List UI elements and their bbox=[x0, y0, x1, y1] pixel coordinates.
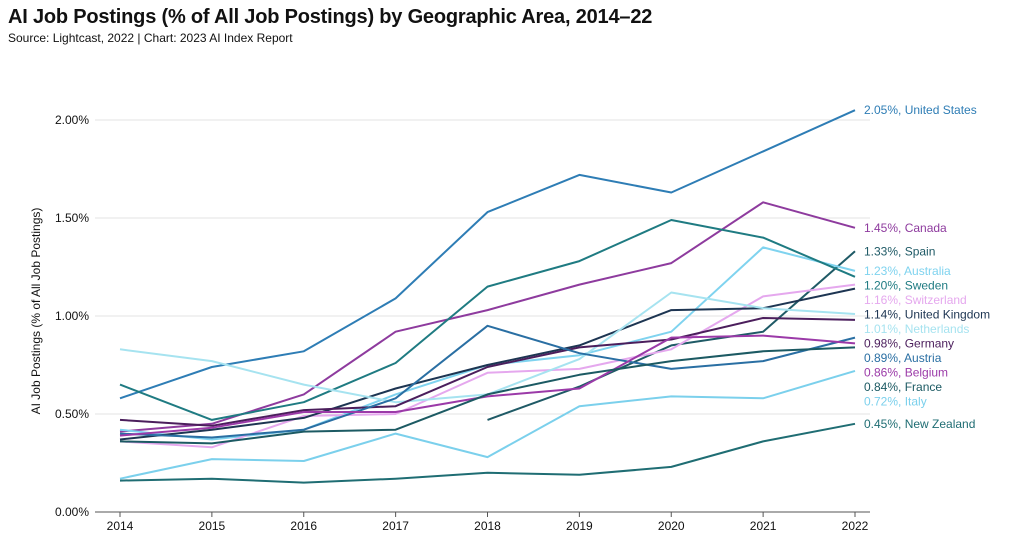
series-label-germany: 0.98%, Germany bbox=[864, 336, 954, 350]
y-tick-label: 1.50% bbox=[55, 211, 89, 225]
series-line-united-kingdom bbox=[119, 287, 856, 441]
x-tick-label: 2018 bbox=[474, 519, 501, 533]
x-tick-label: 2016 bbox=[290, 519, 317, 533]
y-tick-label: 2.00% bbox=[55, 113, 89, 127]
series-label-italy: 0.72%, Italy bbox=[864, 394, 927, 408]
series-line-france bbox=[119, 346, 856, 445]
y-tick-label: 0.50% bbox=[55, 407, 89, 421]
y-tick-label: 1.00% bbox=[55, 309, 89, 323]
y-axis: 0.00% 0.50% 1.00% 1.50% 2.00% bbox=[55, 113, 89, 519]
series-label-new-zealand: 0.45%, New Zealand bbox=[864, 417, 975, 431]
series-label-canada: 1.45%, Canada bbox=[864, 221, 947, 235]
series-label-netherlands: 1.01%, Netherlands bbox=[864, 322, 969, 336]
x-tick-label: 2020 bbox=[658, 519, 685, 533]
x-tick-label: 2021 bbox=[750, 519, 777, 533]
x-tick-label: 2014 bbox=[107, 519, 134, 533]
x-tick-label: 2022 bbox=[842, 519, 869, 533]
series-line-new-zealand bbox=[119, 422, 856, 484]
series-label-switzerland: 1.16%, Switzerland bbox=[864, 293, 967, 307]
series-line-united-states bbox=[119, 109, 856, 400]
series-label-australia: 1.23%, Australia bbox=[864, 264, 951, 278]
series-line-germany bbox=[119, 317, 856, 427]
chart-subtitle: Source: Lightcast, 2022 | Chart: 2023 AI… bbox=[8, 31, 293, 45]
x-tick-label: 2017 bbox=[382, 519, 409, 533]
gridlines bbox=[95, 119, 870, 513]
series-label-sweden: 1.20%, Sweden bbox=[864, 278, 948, 292]
x-tick-label: 2015 bbox=[199, 519, 226, 533]
series-lines bbox=[119, 109, 856, 484]
series-label-united-states: 2.05%, United States bbox=[864, 103, 977, 117]
series-line-austria bbox=[119, 324, 856, 439]
series-line-australia bbox=[119, 246, 856, 441]
x-axis: 2014 2015 2016 2017 2018 2019 2020 2021 2022 bbox=[95, 511, 870, 533]
y-tick-label: 0.00% bbox=[55, 505, 89, 519]
chart-title: AI Job Postings (% of All Job Postings) … bbox=[8, 6, 653, 28]
series-line-switzerland bbox=[119, 283, 856, 449]
series-label-belgium: 0.86%, Belgium bbox=[864, 365, 948, 379]
series-label-austria: 0.89%, Austria bbox=[864, 351, 942, 365]
series-line-belgium bbox=[119, 334, 856, 437]
series-line-sweden bbox=[119, 219, 856, 421]
series-label-spain: 1.33%, Spain bbox=[864, 244, 935, 258]
y-axis-label: AI Job Postings (% of All Job Postings) bbox=[29, 208, 43, 415]
series-label-united-kingdom: 1.14%, United Kingdom bbox=[864, 307, 990, 321]
x-tick-label: 2019 bbox=[566, 519, 593, 533]
series-labels: 2.05%, United States 1.45%, Canada 1.33%, … bbox=[864, 103, 990, 431]
series-label-france: 0.84%, France bbox=[864, 380, 942, 394]
series-line-spain bbox=[487, 250, 856, 421]
series-line-italy bbox=[119, 369, 856, 480]
